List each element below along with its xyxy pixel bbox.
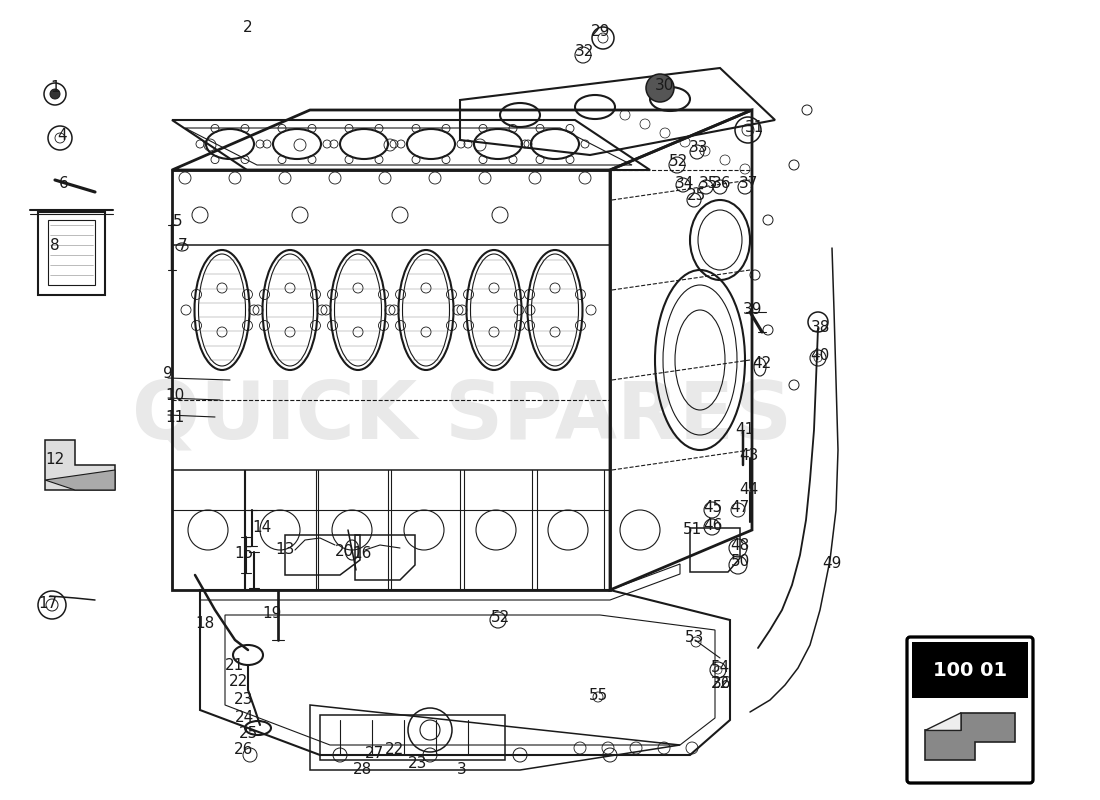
Text: 52: 52 — [669, 154, 688, 170]
Text: 30: 30 — [656, 78, 674, 94]
Text: 42: 42 — [752, 355, 771, 370]
Text: 32: 32 — [574, 45, 594, 59]
Text: 46: 46 — [703, 518, 723, 533]
Text: 27: 27 — [365, 746, 385, 761]
Text: 50: 50 — [730, 554, 749, 570]
Text: 7: 7 — [178, 238, 188, 254]
Text: 53: 53 — [685, 630, 705, 646]
Text: 52: 52 — [491, 610, 509, 626]
Text: 43: 43 — [739, 447, 759, 462]
Text: 37: 37 — [738, 175, 758, 190]
Polygon shape — [45, 470, 116, 490]
FancyBboxPatch shape — [908, 637, 1033, 783]
Text: QUICK SPARES: QUICK SPARES — [132, 377, 792, 455]
Text: 9: 9 — [163, 366, 173, 381]
Text: 100 01: 100 01 — [933, 662, 1008, 680]
Text: 22: 22 — [229, 674, 248, 690]
Text: 2: 2 — [243, 21, 253, 35]
Polygon shape — [45, 440, 116, 490]
Text: 6: 6 — [59, 175, 69, 190]
Text: 5: 5 — [173, 214, 183, 230]
Text: 20: 20 — [334, 545, 353, 559]
Text: 4: 4 — [57, 129, 67, 143]
Circle shape — [646, 74, 674, 102]
Text: 25: 25 — [686, 189, 705, 203]
Text: 28: 28 — [353, 762, 373, 778]
Text: 26: 26 — [234, 742, 254, 758]
Circle shape — [50, 89, 60, 99]
Text: 8: 8 — [51, 238, 59, 254]
Text: 19: 19 — [262, 606, 282, 622]
Text: 23: 23 — [408, 755, 428, 770]
Text: 55: 55 — [588, 687, 607, 702]
Text: 34: 34 — [675, 175, 695, 190]
Text: 51: 51 — [683, 522, 703, 538]
Text: 24: 24 — [234, 710, 254, 726]
Text: 14: 14 — [252, 519, 272, 534]
Text: 36: 36 — [713, 175, 732, 190]
Polygon shape — [925, 713, 1015, 760]
Polygon shape — [925, 713, 961, 730]
Text: 54: 54 — [711, 661, 729, 675]
Text: 36: 36 — [713, 675, 732, 690]
Text: 38: 38 — [811, 321, 829, 335]
Text: 22: 22 — [385, 742, 405, 758]
Text: 48: 48 — [730, 538, 749, 553]
Text: 15: 15 — [234, 546, 254, 561]
Text: 11: 11 — [165, 410, 185, 426]
Text: 23: 23 — [234, 693, 254, 707]
Text: 35: 35 — [698, 175, 717, 190]
Text: 3: 3 — [458, 762, 466, 778]
Text: 1: 1 — [51, 81, 59, 95]
Text: 16: 16 — [352, 546, 372, 561]
Text: 31: 31 — [745, 121, 763, 135]
Text: 18: 18 — [196, 615, 214, 630]
Text: 47: 47 — [730, 501, 749, 515]
Text: 25: 25 — [239, 726, 257, 741]
Text: 13: 13 — [275, 542, 295, 558]
Text: 40: 40 — [811, 347, 829, 362]
Text: 41: 41 — [736, 422, 755, 438]
Text: 33: 33 — [690, 139, 708, 154]
Text: 10: 10 — [165, 389, 185, 403]
Text: 17: 17 — [39, 595, 57, 610]
Text: 12: 12 — [45, 453, 65, 467]
Text: 29: 29 — [592, 25, 611, 39]
Text: 22: 22 — [711, 675, 729, 690]
Bar — [912, 642, 1028, 698]
Text: 21: 21 — [226, 658, 244, 673]
Text: 49: 49 — [823, 555, 842, 570]
Text: 45: 45 — [703, 501, 723, 515]
Text: 39: 39 — [744, 302, 762, 318]
Text: 44: 44 — [739, 482, 759, 498]
